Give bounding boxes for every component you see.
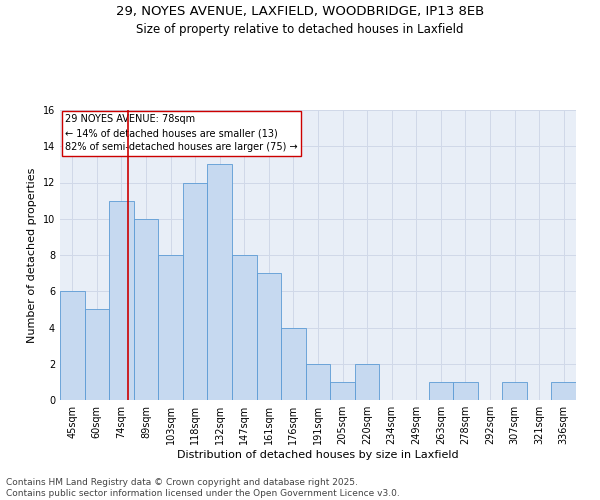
Bar bbox=[232, 255, 257, 400]
Bar bbox=[60, 291, 85, 400]
X-axis label: Distribution of detached houses by size in Laxfield: Distribution of detached houses by size … bbox=[177, 450, 459, 460]
Bar bbox=[551, 382, 576, 400]
Bar bbox=[158, 255, 183, 400]
Text: Contains HM Land Registry data © Crown copyright and database right 2025.
Contai: Contains HM Land Registry data © Crown c… bbox=[6, 478, 400, 498]
Text: Size of property relative to detached houses in Laxfield: Size of property relative to detached ho… bbox=[136, 22, 464, 36]
Bar bbox=[502, 382, 527, 400]
Text: 29 NOYES AVENUE: 78sqm
← 14% of detached houses are smaller (13)
82% of semi-det: 29 NOYES AVENUE: 78sqm ← 14% of detached… bbox=[65, 114, 298, 152]
Bar bbox=[208, 164, 232, 400]
Text: 29, NOYES AVENUE, LAXFIELD, WOODBRIDGE, IP13 8EB: 29, NOYES AVENUE, LAXFIELD, WOODBRIDGE, … bbox=[116, 5, 484, 18]
Bar bbox=[183, 182, 208, 400]
Bar bbox=[281, 328, 306, 400]
Bar bbox=[453, 382, 478, 400]
Bar bbox=[257, 273, 281, 400]
Bar bbox=[109, 200, 134, 400]
Bar bbox=[85, 310, 109, 400]
Y-axis label: Number of detached properties: Number of detached properties bbox=[27, 168, 37, 342]
Bar bbox=[306, 364, 330, 400]
Bar bbox=[134, 219, 158, 400]
Bar bbox=[355, 364, 379, 400]
Bar bbox=[330, 382, 355, 400]
Bar bbox=[428, 382, 453, 400]
